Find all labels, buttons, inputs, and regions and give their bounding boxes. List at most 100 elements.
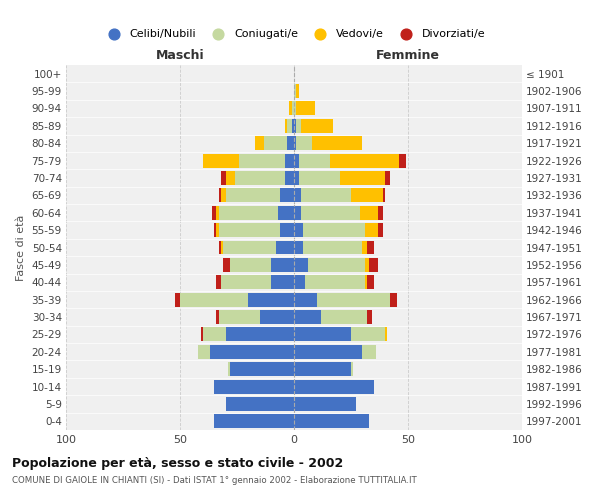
Bar — [367, 240, 374, 254]
Bar — [303, 240, 362, 254]
Bar — [294, 171, 299, 185]
Bar — [226, 328, 294, 342]
Bar — [294, 84, 296, 98]
Bar — [203, 328, 226, 342]
Bar — [301, 206, 360, 220]
Bar — [294, 397, 356, 411]
Bar — [369, 258, 379, 272]
Bar — [285, 154, 294, 168]
Bar — [217, 310, 219, 324]
Bar — [239, 154, 285, 168]
Bar — [214, 380, 294, 394]
Bar — [365, 258, 369, 272]
Bar — [294, 206, 301, 220]
Bar — [367, 310, 371, 324]
Bar — [305, 276, 365, 289]
Bar — [217, 206, 219, 220]
Bar — [362, 345, 376, 358]
Bar — [294, 414, 369, 428]
Bar — [294, 188, 301, 202]
Bar — [292, 102, 294, 116]
Bar — [228, 362, 230, 376]
Bar — [390, 292, 397, 306]
Bar — [294, 345, 362, 358]
Bar — [294, 380, 374, 394]
Bar — [294, 292, 317, 306]
Bar — [260, 310, 294, 324]
Bar — [285, 119, 287, 133]
Bar — [294, 102, 296, 116]
Bar — [399, 154, 406, 168]
Bar — [379, 223, 383, 237]
Bar — [294, 276, 305, 289]
Bar — [255, 136, 265, 150]
Bar — [351, 362, 353, 376]
Bar — [385, 171, 390, 185]
Bar — [294, 310, 322, 324]
Bar — [223, 240, 276, 254]
Bar — [360, 206, 379, 220]
Bar — [294, 154, 299, 168]
Bar — [285, 171, 294, 185]
Bar — [287, 136, 294, 150]
Bar — [289, 102, 292, 116]
Bar — [271, 276, 294, 289]
Bar — [294, 119, 296, 133]
Bar — [235, 171, 285, 185]
Bar — [221, 276, 271, 289]
Bar — [383, 188, 385, 202]
Bar — [219, 188, 221, 202]
Bar — [230, 258, 271, 272]
Bar — [219, 240, 221, 254]
Bar — [292, 119, 294, 133]
Bar — [331, 154, 399, 168]
Bar — [294, 258, 308, 272]
Bar — [219, 206, 278, 220]
Bar — [296, 84, 299, 98]
Bar — [294, 240, 303, 254]
Bar — [287, 119, 292, 133]
Bar — [294, 328, 351, 342]
Bar — [198, 345, 209, 358]
Bar — [365, 223, 379, 237]
Bar — [280, 188, 294, 202]
Bar — [271, 258, 294, 272]
Bar — [219, 310, 260, 324]
Bar — [322, 310, 367, 324]
Bar — [294, 136, 296, 150]
Bar — [212, 206, 217, 220]
Bar — [230, 362, 294, 376]
Bar — [296, 102, 314, 116]
Bar — [351, 328, 385, 342]
Bar — [209, 345, 294, 358]
Bar — [351, 188, 383, 202]
Text: Femmine: Femmine — [376, 48, 440, 62]
Bar — [214, 414, 294, 428]
Bar — [221, 240, 223, 254]
Bar — [214, 223, 217, 237]
Bar — [226, 188, 280, 202]
Bar — [367, 276, 374, 289]
Text: COMUNE DI GAIOLE IN CHIANTI (SI) - Dati ISTAT 1° gennaio 2002 - Elaborazione TUT: COMUNE DI GAIOLE IN CHIANTI (SI) - Dati … — [12, 476, 417, 485]
Bar — [223, 258, 230, 272]
Bar — [317, 292, 390, 306]
Bar — [219, 223, 280, 237]
Bar — [299, 154, 331, 168]
Bar — [276, 240, 294, 254]
Bar — [221, 171, 226, 185]
Bar — [312, 136, 362, 150]
Bar — [217, 223, 219, 237]
Bar — [301, 119, 333, 133]
Bar — [296, 119, 301, 133]
Text: Maschi: Maschi — [155, 48, 205, 62]
Bar — [340, 171, 385, 185]
Bar — [385, 328, 388, 342]
Bar — [280, 223, 294, 237]
Bar — [308, 258, 365, 272]
Bar — [278, 206, 294, 220]
Bar — [200, 328, 203, 342]
Bar — [175, 292, 180, 306]
Bar — [294, 362, 351, 376]
Bar — [303, 223, 365, 237]
Bar — [265, 136, 287, 150]
